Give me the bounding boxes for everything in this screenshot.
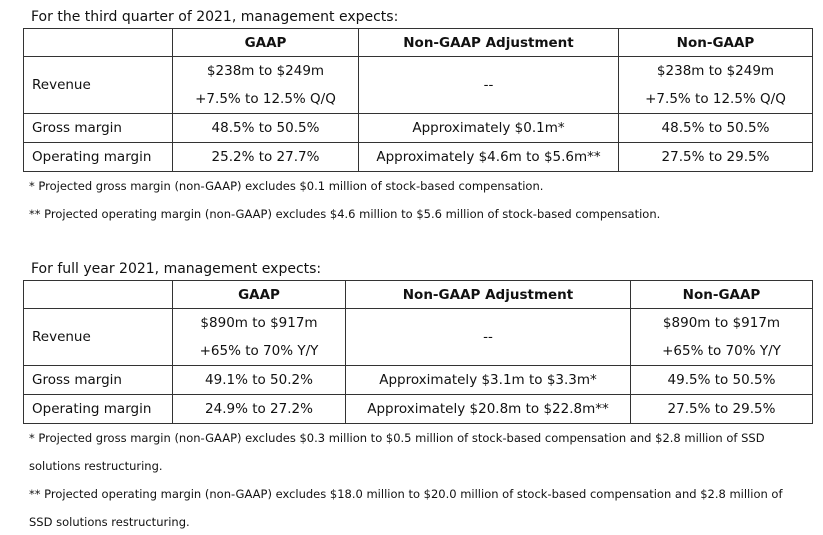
non_gaap-cell: 48.5% to 50.5% xyxy=(618,113,813,143)
intro: For full year 2021, management expects: xyxy=(31,261,322,277)
row-label: Gross margin xyxy=(23,113,173,143)
header-row: GAAP Non-GAAP Adjustment Non-GAAP xyxy=(23,280,813,309)
gaap-cell: $890m to $917m +65% to 70% Y/Y xyxy=(172,308,346,366)
header-cell: GAAP xyxy=(172,28,359,57)
cell-line: $890m to $917m xyxy=(662,315,781,331)
non_gaap-cell: $890m to $917m +65% to 70% Y/Y xyxy=(630,308,813,366)
row-label: Operating margin xyxy=(23,394,173,424)
gaap-cell: $238m to $249m +7.5% to 12.5% Q/Q xyxy=(172,56,359,114)
header-cell: Non-GAAP xyxy=(630,280,813,309)
cell-line: +7.5% to 12.5% Q/Q xyxy=(195,91,336,107)
footnote: ** Projected operating margin (non-GAAP)… xyxy=(29,207,661,221)
footnotes: * Projected gross margin (non-GAAP) excl… xyxy=(23,172,813,228)
row: Gross margin 49.1% to 50.2% Approximately … xyxy=(23,365,813,395)
cell-line: -- xyxy=(483,77,494,93)
header-cell: Non-GAAP Adjustment xyxy=(358,28,619,57)
adjustment-cell: Approximately $20.8m to $22.8m** xyxy=(345,394,631,424)
adjustment-cell: Approximately $0.1m* xyxy=(358,113,619,143)
row: Operating margin 25.2% to 27.7% Approximat… xyxy=(23,142,813,172)
gaap-cell: 48.5% to 50.5% xyxy=(172,113,359,143)
adjustment-cell: -- xyxy=(358,56,619,114)
cell-line: Approximately $0.1m* xyxy=(412,120,565,136)
adjustment-cell: -- xyxy=(345,308,631,366)
row-label: Operating margin xyxy=(23,142,173,172)
header-cell: GAAP xyxy=(172,280,346,309)
non_gaap-cell: $238m to $249m +7.5% to 12.5% Q/Q xyxy=(618,56,813,114)
cell-line: +65% to 70% Y/Y xyxy=(199,343,319,359)
cell-line: 27.5% to 29.5% xyxy=(661,149,770,165)
row: Revenue $238m to $249m +7.5% to 12.5% Q/Q -… xyxy=(23,56,813,114)
header-cell: Non-GAAP Adjustment xyxy=(345,280,631,309)
cell-line: $890m to $917m xyxy=(200,315,318,331)
cell-line: 25.2% to 27.7% xyxy=(211,149,320,165)
adjustment-cell: Approximately $3.1m to $3.3m* xyxy=(345,365,631,395)
cell-line: 48.5% to 50.5% xyxy=(211,120,320,136)
footnote: * Projected gross margin (non-GAAP) excl… xyxy=(29,179,544,193)
cell-line: Approximately $3.1m to $3.3m* xyxy=(379,372,597,388)
intro: For the third quarter of 2021, managemen… xyxy=(31,9,399,25)
row: Gross margin 48.5% to 50.5% Approximately … xyxy=(23,113,813,143)
cell-line: Approximately $4.6m to $5.6m** xyxy=(376,149,601,165)
cell-line: -- xyxy=(483,329,493,345)
cell-line: +7.5% to 12.5% Q/Q xyxy=(645,91,786,107)
row: Operating margin 24.9% to 27.2% Approximat… xyxy=(23,394,813,424)
adjustment-cell: Approximately $4.6m to $5.6m** xyxy=(358,142,619,172)
row-label: Revenue xyxy=(23,56,173,114)
footnote: * Projected gross margin (non-GAAP) excl… xyxy=(29,431,765,473)
gaap-cell: 24.9% to 27.2% xyxy=(172,394,346,424)
header-cell xyxy=(23,280,173,309)
cell-line: 27.5% to 29.5% xyxy=(667,401,776,417)
gaap-cell: 49.1% to 50.2% xyxy=(172,365,346,395)
row-label: Revenue xyxy=(23,308,173,366)
row: Revenue $890m to $917m +65% to 70% Y/Y -- $8… xyxy=(23,308,813,366)
footnote: ** Projected operating margin (non-GAAP)… xyxy=(29,487,783,529)
cell-line: Approximately $20.8m to $22.8m** xyxy=(367,401,609,417)
section: For full year 2021, management expects: … xyxy=(23,258,813,535)
cell-line: +65% to 70% Y/Y xyxy=(662,343,781,359)
non_gaap-cell: 27.5% to 29.5% xyxy=(630,394,813,424)
header-cell: Non-GAAP xyxy=(618,28,813,57)
cell-line: 48.5% to 50.5% xyxy=(661,120,770,136)
cell-line: 24.9% to 27.2% xyxy=(205,401,313,417)
header-row: GAAP Non-GAAP Adjustment Non-GAAP xyxy=(23,28,813,57)
guidance-table: GAAP Non-GAAP Adjustment Non-GAAP Revenue $2… xyxy=(23,28,813,172)
cell-line: 49.1% to 50.2% xyxy=(205,372,313,388)
cell-line: $238m to $249m xyxy=(656,63,775,79)
row-label: Gross margin xyxy=(23,365,173,395)
cell-line: $238m to $249m xyxy=(206,63,325,79)
cell-line: 49.5% to 50.5% xyxy=(667,372,776,388)
header-cell xyxy=(23,28,173,57)
gaap-cell: 25.2% to 27.7% xyxy=(172,142,359,172)
guidance-table: GAAP Non-GAAP Adjustment Non-GAAP Revenue $8… xyxy=(23,280,813,424)
section: For the third quarter of 2021, managemen… xyxy=(23,6,813,228)
non_gaap-cell: 27.5% to 29.5% xyxy=(618,142,813,172)
non_gaap-cell: 49.5% to 50.5% xyxy=(630,365,813,395)
footnotes: * Projected gross margin (non-GAAP) excl… xyxy=(23,424,813,535)
